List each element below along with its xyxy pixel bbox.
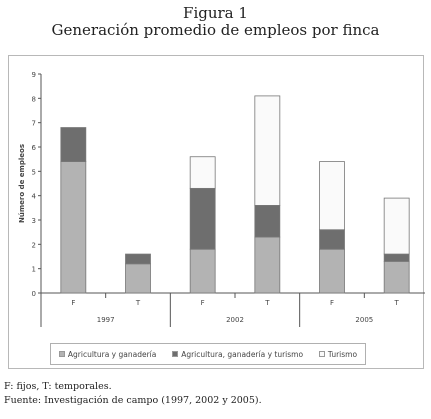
- bar-segment-2: [319, 229, 345, 250]
- y-tick-label: 5: [32, 168, 36, 176]
- y-tick-label: 6: [32, 144, 37, 152]
- bar-segment-1: [189, 248, 216, 294]
- legend-item-turismo: Turismo: [318, 349, 358, 359]
- legend-swatch-agricultura-turismo: [172, 351, 179, 357]
- x-tick-label: F: [330, 299, 334, 307]
- bar-segment-2: [254, 204, 281, 238]
- group-label: 1997: [97, 316, 115, 324]
- bar-segment-2: [189, 187, 216, 250]
- y-tick-label: 7: [32, 120, 36, 128]
- group-label: 2002: [226, 316, 244, 324]
- bar-segment-1: [125, 263, 151, 294]
- bar-segment-3: [189, 156, 216, 189]
- y-tick-label: 4: [32, 193, 37, 201]
- bar-segment-1: [383, 260, 410, 294]
- bar-segment-2: [60, 127, 87, 162]
- bar-segment-2: [383, 253, 410, 262]
- bar-segment-1: [319, 248, 345, 294]
- x-tick-label: F: [71, 299, 75, 307]
- x-tick-label: F: [201, 299, 205, 307]
- y-tick-label: 1: [32, 266, 36, 274]
- bar-segment-1: [254, 236, 281, 294]
- legend: Agricultura y ganadería Agricultura, gan…: [50, 343, 366, 365]
- x-tick-label: T: [394, 299, 400, 307]
- figure-number: Figura 1: [183, 4, 248, 22]
- legend-label-turismo: Turismo: [327, 349, 358, 359]
- y-tick-label: 8: [32, 95, 36, 103]
- bar-segment-3: [254, 95, 281, 206]
- legend-item-agricultura-turismo: Agricultura, ganadería y turismo: [172, 350, 303, 359]
- y-axis-title: Número de empleos: [18, 144, 26, 223]
- y-tick-label: 2: [32, 241, 36, 249]
- group-label: 2005: [355, 316, 373, 324]
- bar-segment-3: [319, 161, 345, 231]
- footnote-abbreviations: F: fijos, T: temporales.: [4, 381, 112, 392]
- legend-item-agricultura: Agricultura y ganadería: [58, 349, 157, 359]
- footnote-source: Fuente: Investigación de campo (1997, 20…: [4, 395, 262, 406]
- y-tick-label: 9: [32, 71, 36, 79]
- chart-frame: 0 1 2 3 4 5 6 7 8 9 Número de empleos F T F T F T 1997 200…: [8, 55, 425, 369]
- legend-label-agricultura: Agricultura y ganadería: [67, 349, 157, 359]
- legend-swatch-agricultura: [58, 351, 65, 357]
- figure-title: Generación promedio de empleos por finca: [51, 21, 380, 39]
- bar-segment-1: [60, 161, 87, 294]
- legend-label-agricultura-turismo: Agricultura, ganadería y turismo: [181, 349, 304, 359]
- stacked-bar-chart: 0 1 2 3 4 5 6 7 8 9 Número de empleos F T F T F T 1997 200…: [18, 71, 425, 327]
- bar-segment-2: [125, 253, 151, 265]
- y-tick-label: 0: [32, 290, 36, 298]
- x-tick-label: T: [264, 299, 270, 307]
- legend-swatch-turismo: [318, 351, 325, 357]
- bar-segment-3: [383, 197, 410, 255]
- x-tick-label: T: [135, 299, 141, 307]
- y-tick-label: 3: [32, 217, 36, 225]
